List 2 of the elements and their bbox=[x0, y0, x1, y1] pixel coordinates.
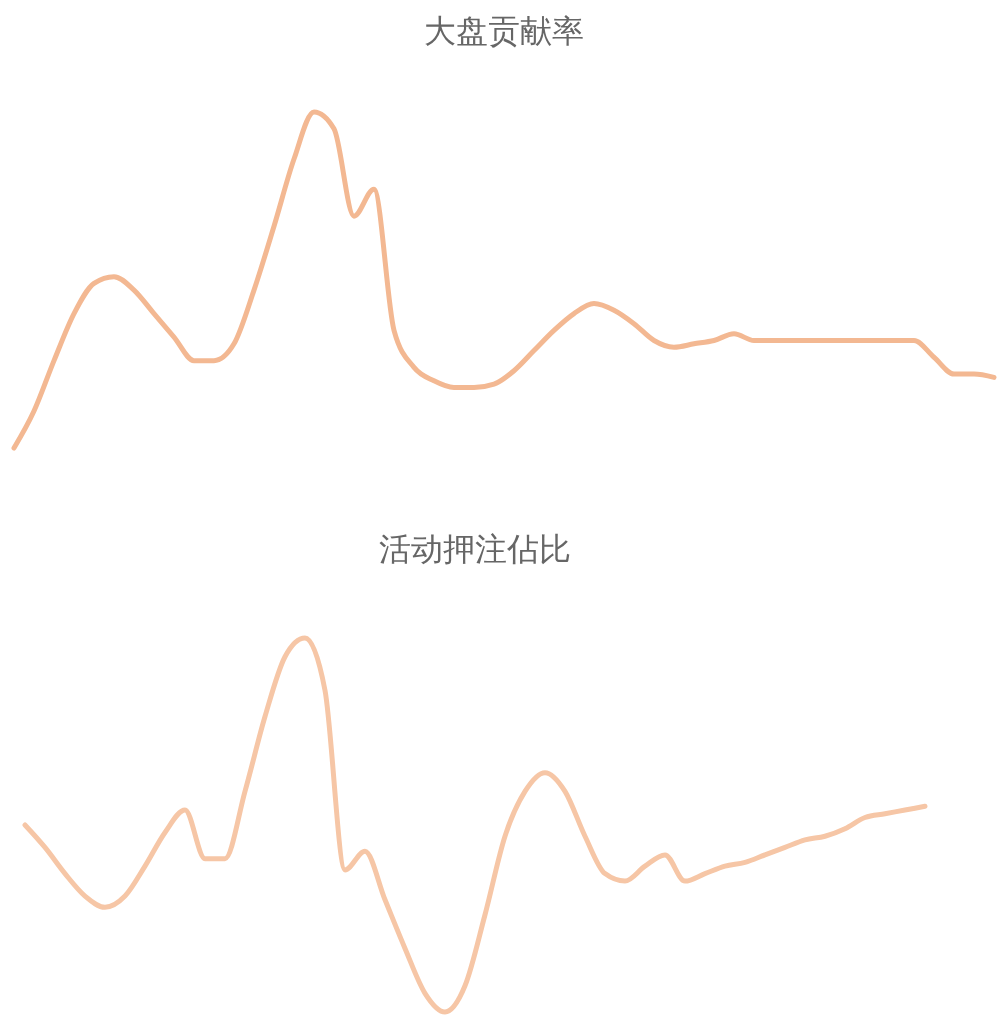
chart-title: 活动押注佔比 bbox=[379, 530, 571, 568]
chart-title: 大盘贡献率 bbox=[424, 12, 584, 50]
